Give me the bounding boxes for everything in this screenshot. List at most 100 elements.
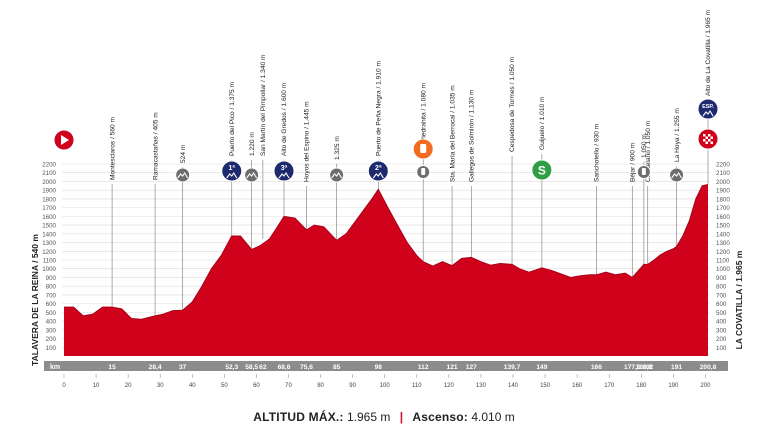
x-tick-label: 20 xyxy=(125,383,132,389)
ascent-label: Ascenso: xyxy=(412,410,469,424)
y-tick-label: 300 xyxy=(46,327,57,334)
climb-category-badge xyxy=(697,98,719,120)
y-tick-label: 2100 xyxy=(42,170,56,177)
bottle-icon xyxy=(420,144,427,153)
mountain-icon xyxy=(372,171,384,179)
y-tick-label: 200 xyxy=(716,336,727,343)
y-tick-label: 200 xyxy=(46,336,57,343)
y-tick-label: 1100 xyxy=(43,258,57,265)
climb-category-text: ESP. xyxy=(702,104,714,110)
y-tick-label: 1900 xyxy=(42,188,56,195)
waypoint-label: 1.325 m xyxy=(334,136,341,160)
x-tick-label: 130 xyxy=(476,383,487,389)
waypoint-label: Cespedosa de Tormes / 1.050 m xyxy=(509,56,516,152)
finish-label: LA COVATILLA / 1.965 m xyxy=(734,250,744,349)
mountain-icon xyxy=(671,171,683,179)
km-mark: 191 xyxy=(671,364,682,371)
y-tick-label: 1200 xyxy=(42,249,56,256)
waypoint-label: Montesclaros / 560 m xyxy=(109,116,116,180)
y-tick-label: 700 xyxy=(716,292,727,299)
checker-cell xyxy=(703,139,706,142)
waypoint-label: Puerto del Pico / 1.375 m xyxy=(229,81,236,156)
y-tick-label: 600 xyxy=(716,301,727,308)
km-mark: 200,8 xyxy=(700,364,717,371)
km-mark: 58,5 xyxy=(245,364,258,371)
waypoint-label: 1.220 m xyxy=(249,132,256,156)
x-tick-label: 160 xyxy=(572,383,583,389)
y-tick-label: 1500 xyxy=(716,223,730,230)
y-tick-label: 600 xyxy=(46,301,57,308)
elevation-profile-line xyxy=(64,184,709,320)
sprint-badge xyxy=(531,159,553,181)
x-tick-label: 190 xyxy=(668,383,679,389)
checker-cell xyxy=(708,139,711,142)
waypoint-label: Alto de Gredos / 1.600 m xyxy=(281,82,288,156)
x-tick-label: 170 xyxy=(604,383,615,389)
waypoint-label: Piedrahita / 1.080 m xyxy=(420,82,427,142)
y-tick-label: 1300 xyxy=(716,240,730,247)
km-mark: 182 xyxy=(642,364,653,371)
km-axis-band: km 15 28,4 37 52,3 58,5 62 68,6 75,6 85 98 112 121 12… xyxy=(44,361,728,371)
checker-cell xyxy=(710,136,713,139)
y-tick-labels-right: 1002003004005006007008009001000110012001… xyxy=(716,162,730,352)
ascent-value: 4.010 m xyxy=(471,410,515,424)
mountain-icon xyxy=(246,171,258,179)
x-tick-label: 110 xyxy=(412,383,422,389)
y-tick-label: 100 xyxy=(46,345,57,352)
play-icon xyxy=(61,135,69,145)
checker-cell xyxy=(708,134,711,137)
waypoint-label: Puerto de Peña Negra / 1.910 m xyxy=(376,61,383,156)
km-mark: 127 xyxy=(466,364,477,371)
x-tick-label: 100 xyxy=(380,383,391,389)
km-band xyxy=(44,361,728,371)
max-altitude-label: ALTITUD MÁX.: xyxy=(253,410,344,424)
mountain-icon xyxy=(278,171,290,179)
y-tick-label: 2200 xyxy=(716,162,730,169)
grey-marker-badge xyxy=(329,167,345,183)
y-tick-label: 900 xyxy=(716,275,727,282)
waypoint-label: San Martín del Pimpollar / 1.340 m xyxy=(260,54,267,156)
waypoint-label: Sanchotello / 930 m xyxy=(594,123,601,182)
mountain-icon xyxy=(331,171,343,179)
y-tick-label: 800 xyxy=(716,284,727,291)
checker-cell xyxy=(705,141,708,144)
waypoint-label: Gallegos de Solmirón / 1.130 m xyxy=(469,89,476,182)
km-mark: 112 xyxy=(418,364,429,371)
y-tick-label: 500 xyxy=(716,310,727,317)
y-tick-label: 1300 xyxy=(42,240,56,247)
x-tick-label: 140 xyxy=(508,383,519,389)
x-tick-label: 150 xyxy=(540,383,551,389)
km-mark: 180,8 xyxy=(636,364,653,371)
waypoint-badges: 1ª 3ª 2ª ESP. S xyxy=(53,98,719,183)
elevation-profile-area xyxy=(64,184,708,356)
max-altitude-value: 1.965 m xyxy=(346,410,391,424)
km-mark: 75,6 xyxy=(300,364,313,371)
stage-summary: ALTITUD MÁX.: 1.965 m | Ascenso: 4.010 m xyxy=(0,410,768,424)
mountain-icon xyxy=(226,171,238,179)
climb-category-badge xyxy=(221,160,243,182)
waypoint-label: 1.050 m xyxy=(641,134,648,158)
y-tick-label: 100 xyxy=(716,345,727,352)
y-tick-label: 1000 xyxy=(716,266,730,273)
waypoint-label: Hoyos del Espino / 1.445 m xyxy=(304,101,311,182)
grey-marker-badge xyxy=(244,167,260,183)
summary-separator: | xyxy=(399,410,404,424)
km-mark: 121 xyxy=(447,364,458,371)
x-tick-label: 60 xyxy=(253,383,260,389)
climb-category-text: 2ª xyxy=(375,165,382,172)
y-tick-label: 1800 xyxy=(716,196,730,203)
waypoint-label: Béjar / 900 m xyxy=(630,142,637,182)
y-tick-label: 400 xyxy=(716,319,727,326)
x-tick-label: 80 xyxy=(317,383,324,389)
checker-cell xyxy=(710,141,713,144)
y-tick-label: 500 xyxy=(46,310,57,317)
y-tick-label: 2000 xyxy=(42,179,56,186)
x-tick-label: 90 xyxy=(349,383,356,389)
waypoint-label: 524 m xyxy=(180,144,187,163)
km-mark: 149 xyxy=(536,364,547,371)
mountain-icon xyxy=(702,109,714,117)
y-tick-label: 1500 xyxy=(42,223,56,230)
y-tick-label: 1900 xyxy=(716,188,730,195)
bottle-icon xyxy=(421,168,426,175)
